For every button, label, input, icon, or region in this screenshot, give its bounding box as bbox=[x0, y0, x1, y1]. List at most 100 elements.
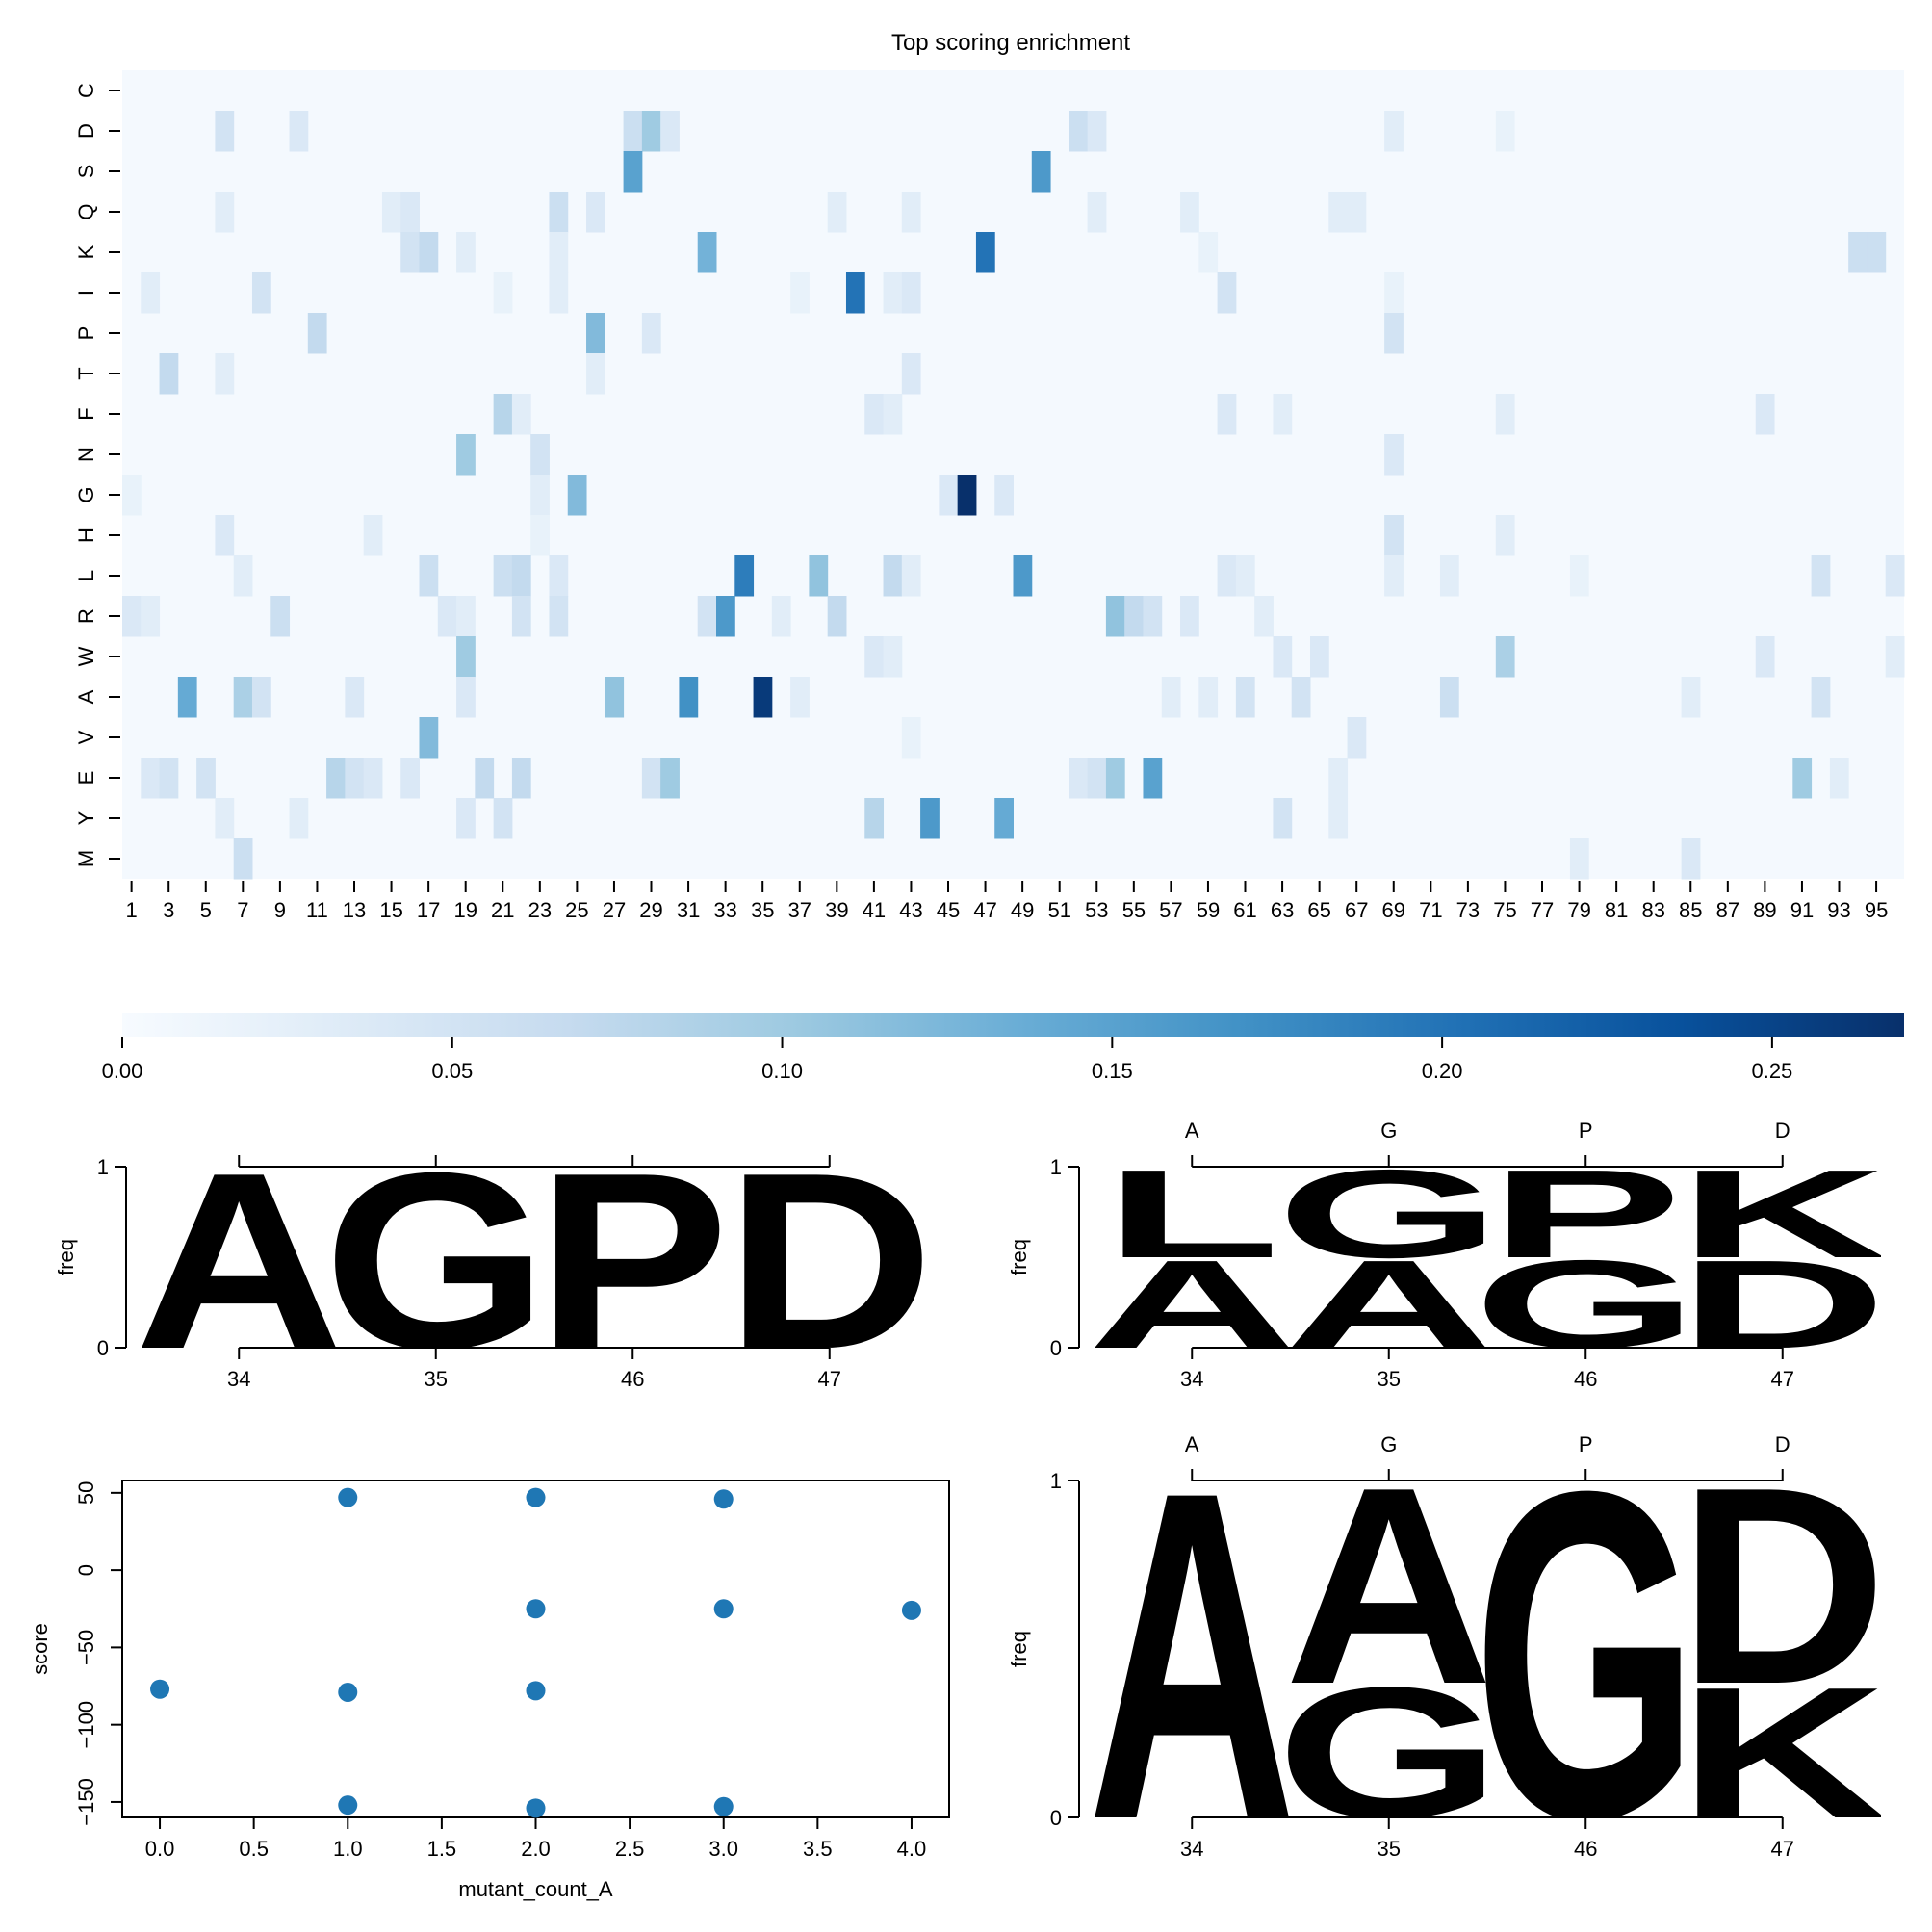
heatmap-x-label: 91 bbox=[1790, 898, 1814, 922]
logo-x-tick-label: 35 bbox=[1378, 1837, 1401, 1861]
heatmap-cell bbox=[475, 758, 495, 799]
heatmap-x-label: 1 bbox=[126, 898, 138, 922]
heatmap-cell bbox=[1069, 111, 1089, 152]
heatmap-y-label: P bbox=[74, 326, 98, 341]
heatmap-cell bbox=[1439, 555, 1459, 597]
heatmap-cell bbox=[141, 596, 161, 637]
heatmap-cell bbox=[1681, 838, 1701, 880]
colorbar-tick-label: 0.00 bbox=[102, 1059, 143, 1083]
heatmap-cell bbox=[734, 555, 755, 597]
heatmap-x-label: 69 bbox=[1382, 898, 1405, 922]
heatmap-y-label: L bbox=[74, 570, 98, 581]
heatmap-y-label: I bbox=[74, 290, 98, 296]
scatter-point bbox=[713, 1796, 734, 1816]
scatter-x-tick-label: 3.5 bbox=[803, 1837, 833, 1861]
heatmap-x-label: 45 bbox=[937, 898, 960, 922]
logo-letter-d: D bbox=[1678, 1234, 1887, 1375]
heatmap-cell bbox=[623, 111, 643, 152]
scatter-y-tick-label: 0 bbox=[74, 1564, 98, 1576]
heatmap-x-label: 17 bbox=[417, 898, 440, 922]
scatter-x-tick-label: 2.0 bbox=[521, 1837, 551, 1861]
heatmap-x-label: 39 bbox=[825, 898, 848, 922]
heatmap-cell bbox=[1569, 555, 1589, 597]
heatmap-x-label: 51 bbox=[1047, 898, 1070, 922]
scatter-point bbox=[338, 1487, 358, 1507]
logo-x-tick-label: 34 bbox=[227, 1367, 250, 1391]
heatmap-cell bbox=[511, 758, 531, 799]
scatter-y-tick-label: −100 bbox=[74, 1701, 98, 1749]
heatmap-cell bbox=[456, 798, 476, 839]
heatmap-y-axis: C D S Q K I P T F N G H L R W A V E Y M bbox=[74, 83, 120, 867]
logo-y-label: freq bbox=[54, 1239, 78, 1275]
heatmap-cell bbox=[994, 475, 1014, 516]
logo-letter-a: A bbox=[1284, 1234, 1493, 1375]
heatmap-cell bbox=[419, 717, 439, 759]
heatmap-cell bbox=[883, 555, 903, 597]
heatmap-cell bbox=[586, 353, 605, 395]
heatmap-x-label: 19 bbox=[453, 898, 477, 922]
logo-letter-g: G bbox=[1276, 1648, 1502, 1857]
heatmap-title: Top scoring enrichment bbox=[891, 30, 1130, 56]
heatmap-x-label: 71 bbox=[1419, 898, 1442, 922]
heatmap-x-label: 31 bbox=[677, 898, 700, 922]
heatmap-cell bbox=[957, 475, 977, 516]
heatmap-x-label: 47 bbox=[973, 898, 996, 922]
heatmap-cell bbox=[326, 758, 346, 799]
heatmap-cell bbox=[1143, 758, 1163, 799]
heatmap-cell bbox=[1087, 758, 1107, 799]
logo-y-tick-label: 0 bbox=[1050, 1806, 1062, 1830]
logo-letter-k: K bbox=[1678, 1144, 1887, 1284]
scatter-x-tick-label: 4.0 bbox=[897, 1837, 927, 1861]
heatmap-cell bbox=[1217, 555, 1237, 597]
heatmap-x-axis: 1 3 5 7 9 11 13 15 17 19 21 23 25 27 29 31 33 35 37 39 41 43 4… bbox=[126, 881, 1888, 922]
heatmap-cell bbox=[1384, 272, 1404, 314]
heatmap-y-label: A bbox=[74, 689, 98, 704]
heatmap-cell bbox=[1124, 596, 1144, 637]
heatmap-cells bbox=[122, 70, 1905, 880]
heatmap-cell bbox=[1291, 677, 1311, 718]
heatmap-cell bbox=[1384, 313, 1404, 354]
heatmap-x-label: 9 bbox=[274, 898, 286, 922]
logo-x-tick-label: 35 bbox=[1378, 1367, 1401, 1391]
heatmap-cell bbox=[641, 313, 661, 354]
scatter-point bbox=[901, 1600, 921, 1620]
heatmap-cell bbox=[215, 111, 235, 152]
heatmap-x-label: 87 bbox=[1716, 898, 1739, 922]
scatter-point bbox=[713, 1489, 734, 1509]
heatmap-cell bbox=[363, 758, 383, 799]
heatmap-cell bbox=[1885, 555, 1905, 597]
heatmap-x-label: 81 bbox=[1605, 898, 1628, 922]
heatmap-cell bbox=[1087, 192, 1107, 233]
heatmap-x-label: 49 bbox=[1011, 898, 1034, 922]
heatmap-cell bbox=[901, 192, 921, 233]
heatmap-cell bbox=[400, 232, 420, 273]
heatmap-cell bbox=[456, 232, 476, 273]
heatmap-x-label: 21 bbox=[491, 898, 514, 922]
logo-x-tick-label: 34 bbox=[1180, 1837, 1203, 1861]
logo-letter-p: P bbox=[536, 1121, 730, 1402]
heatmap-cell bbox=[177, 677, 197, 718]
heatmap-cell bbox=[920, 798, 940, 839]
colorbar-ticks: 0.00 0.05 0.10 0.15 0.20 0.25 bbox=[102, 1037, 1792, 1083]
scatter-panel: 0.0 0.5 1.0 1.5 2.0 2.5 3.0 3.5 4.0 50 0 −50 −100 −15… bbox=[28, 1480, 950, 1901]
heatmap-cell bbox=[697, 596, 717, 637]
scatter-point bbox=[526, 1487, 546, 1507]
scatter-point bbox=[526, 1798, 546, 1818]
heatmap-cell bbox=[1087, 111, 1107, 152]
heatmap-x-label: 27 bbox=[603, 898, 626, 922]
heatmap-y-label: Q bbox=[74, 203, 98, 219]
heatmap-cell bbox=[1811, 555, 1831, 597]
heatmap-cell bbox=[1180, 596, 1199, 637]
heatmap-x-label: 13 bbox=[343, 898, 366, 922]
heatmap-y-label: V bbox=[74, 730, 98, 744]
heatmap-cell bbox=[270, 596, 291, 637]
heatmap-cell bbox=[1755, 394, 1775, 435]
heatmap-cell bbox=[586, 313, 605, 354]
heatmap-cell bbox=[419, 555, 439, 597]
heatmap-cell bbox=[1681, 677, 1701, 718]
heatmap-cell bbox=[530, 434, 550, 476]
